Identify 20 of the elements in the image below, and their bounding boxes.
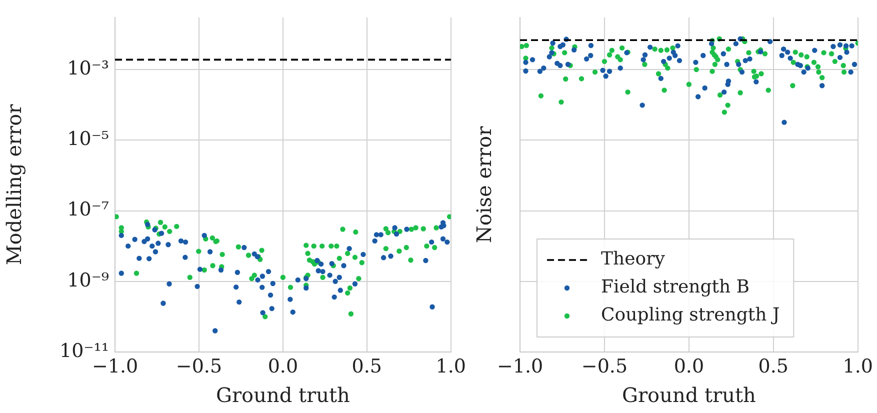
- x-tick-label: 0.0: [674, 355, 704, 378]
- y-tick-label: 10⁻⁷: [67, 198, 110, 221]
- legend-label: Coupling strength J: [601, 304, 780, 326]
- x-tick-label: 1.0: [842, 355, 873, 378]
- x-tick-label: 0.0: [268, 355, 298, 378]
- y-tick-label: 10⁻³: [67, 57, 109, 80]
- x-axis-title: Ground truth: [622, 383, 756, 408]
- y-tick-label: 10⁻⁹: [67, 269, 110, 292]
- legend-label: Field strength B: [601, 276, 750, 298]
- x-tick-label: −0.5: [581, 355, 628, 378]
- y-tick-label: 10⁻⁵: [67, 128, 109, 150]
- x-tick-label: −1.0: [496, 355, 544, 378]
- y-axis-title: Noise error: [472, 126, 496, 244]
- y-axis-title: Modelling error: [2, 104, 26, 266]
- x-tick-label: 0.5: [758, 355, 789, 378]
- x-axis-title: Ground truth: [216, 383, 350, 408]
- x-tick-label: 0.5: [352, 355, 382, 378]
- x-tick-label: −0.5: [176, 355, 222, 378]
- x-tick-label: 1.0: [436, 355, 466, 378]
- legend-label: Theory: [601, 248, 666, 270]
